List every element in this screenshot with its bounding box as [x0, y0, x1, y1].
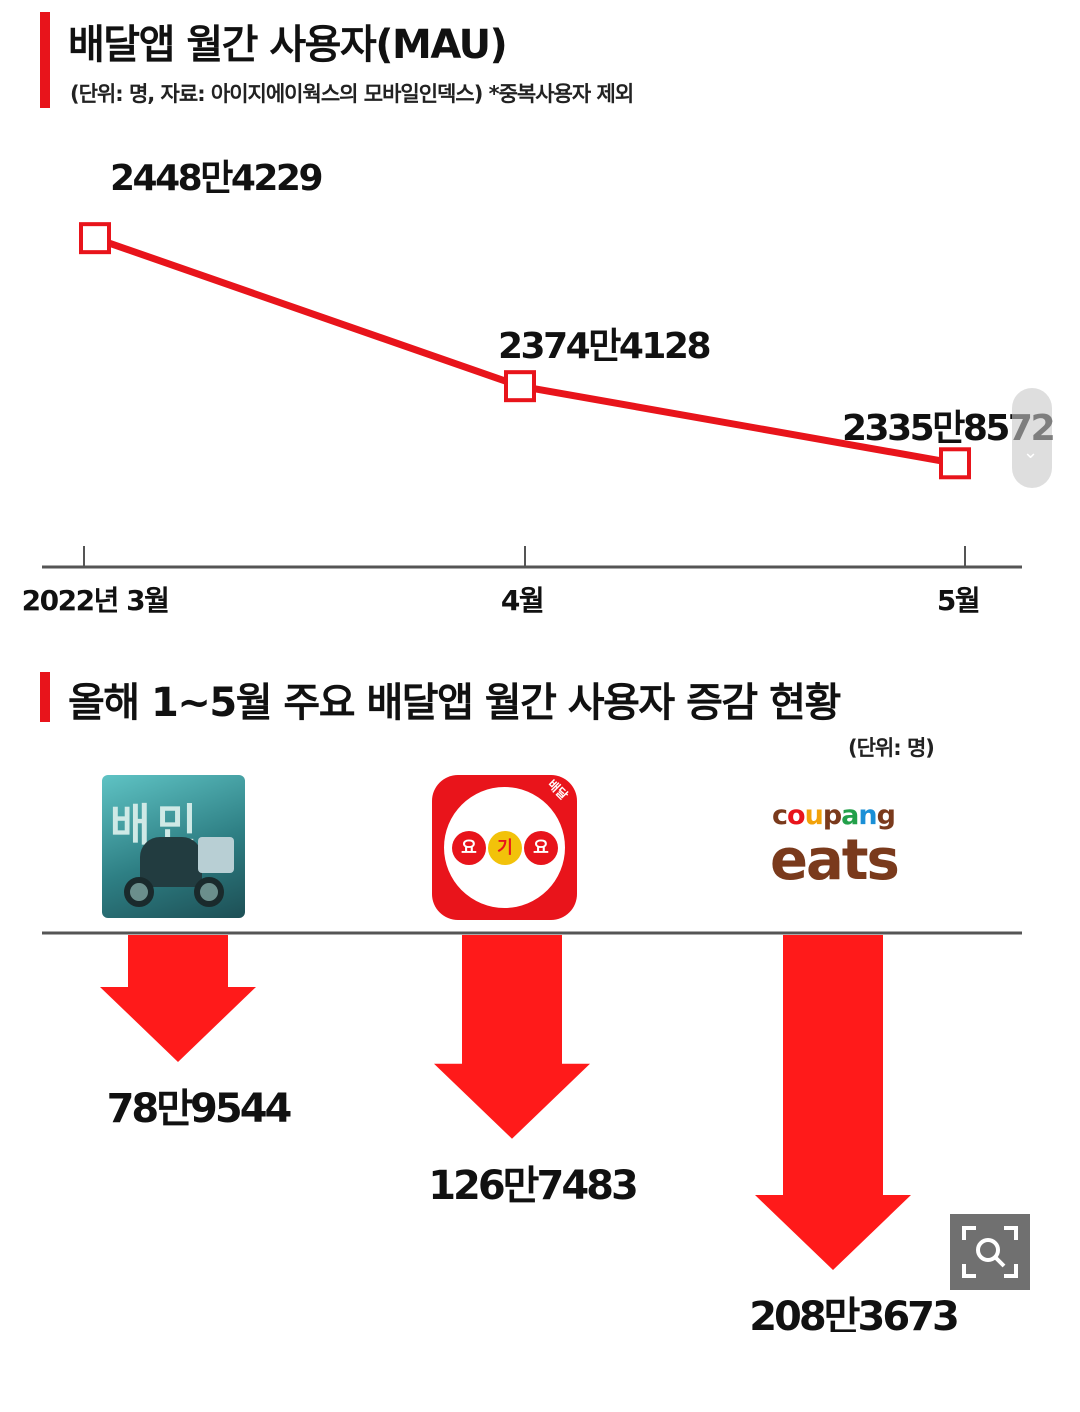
x-tick-label: 5월 — [937, 584, 979, 617]
coupang-letter: g — [876, 800, 896, 831]
wheel-icon — [124, 877, 154, 907]
coupang-letter: n — [858, 800, 877, 831]
data-point — [79, 222, 111, 255]
yogiyo-letter: 요 — [452, 831, 486, 865]
x-tick-label: 2022년 3월 — [22, 584, 169, 617]
eats-wordmark: eats — [770, 828, 900, 893]
section2-marker — [40, 672, 50, 722]
data-label: 78만9544 — [107, 1086, 291, 1132]
yogiyo-letter: 요 — [524, 831, 558, 865]
data-point — [939, 447, 971, 480]
decline-arrow-chart: 78만9544 126만7483 208만3673 — [42, 931, 1022, 1332]
x-tick-label: 4월 — [501, 584, 543, 617]
data-label: 126만7483 — [428, 1163, 636, 1209]
zoom-button[interactable] — [950, 1214, 1030, 1290]
yogiyo-tag: 배달 — [544, 777, 571, 803]
section2-unit: (단위: 명) — [848, 736, 935, 760]
coupang-eats-logo: coupang eats — [760, 800, 920, 900]
coupang-letter: c — [772, 800, 788, 831]
data-point — [504, 370, 536, 403]
decline-arrow — [755, 935, 911, 1270]
scroll-indicator[interactable]: ⌄ — [1012, 388, 1052, 488]
zoom-search-icon — [962, 1226, 1018, 1278]
section1-marker — [40, 12, 50, 108]
coupang-letter: p — [822, 800, 842, 831]
section1-subtitle: (단위: 명, 자료: 아이지에이웍스의 모바일인덱스) *중복사용자 제외 — [70, 82, 634, 106]
delivery-box-icon — [198, 837, 234, 873]
data-label: 2448만4229 — [110, 158, 321, 199]
wheel-icon — [194, 877, 224, 907]
section2-title: 올해 1~5월 주요 배달앱 월간 사용자 증감 현황 — [68, 680, 841, 726]
decline-arrow — [100, 935, 256, 1062]
yogiyo-letter: 기 — [488, 831, 522, 865]
chevron-down-icon: ⌄ — [1023, 442, 1039, 463]
coupang-letter: u — [804, 800, 824, 831]
coupang-letter: a — [841, 800, 859, 831]
data-label: 2374만4128 — [498, 326, 709, 367]
coupang-wordmark: coupang — [772, 800, 896, 831]
baemin-logo: 배민 — [102, 775, 245, 918]
decline-arrow — [434, 935, 590, 1139]
yogiyo-logo: 배달 요 기 요 — [432, 775, 577, 920]
coupang-letter: o — [787, 800, 806, 831]
data-label: 208만3673 — [749, 1294, 957, 1332]
rider-icon — [140, 837, 202, 887]
section1-title: 배달앱 월간 사용자(MAU) — [68, 22, 508, 68]
